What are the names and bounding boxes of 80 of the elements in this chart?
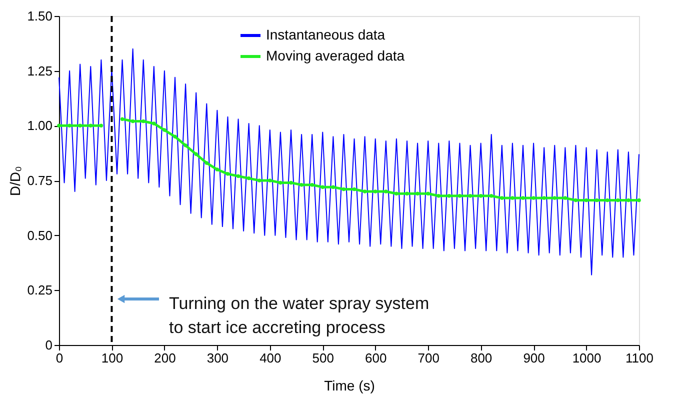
point — [320, 185, 325, 189]
x-tick-label: 300 — [206, 350, 229, 366]
point — [436, 194, 441, 198]
point — [489, 194, 494, 198]
point — [574, 198, 578, 202]
point — [204, 161, 209, 165]
point — [552, 196, 557, 200]
point — [563, 196, 568, 200]
x-tick-label: 1000 — [572, 350, 602, 366]
legend-label: Moving averaged data — [266, 48, 405, 64]
x-axis-title: Time (s) — [324, 378, 375, 394]
x-tick-label: 500 — [312, 350, 334, 366]
point — [310, 183, 314, 187]
point — [362, 190, 367, 194]
point — [331, 185, 336, 189]
point — [99, 124, 104, 128]
point — [68, 124, 72, 128]
point — [373, 190, 378, 194]
point — [141, 119, 146, 124]
point — [637, 198, 641, 202]
point — [57, 124, 61, 128]
y-tick-label: 0.75 — [27, 173, 52, 188]
y-tick-label: 0 — [45, 338, 52, 352]
point — [152, 122, 156, 126]
point — [184, 144, 188, 148]
point — [394, 192, 398, 196]
point — [384, 190, 388, 194]
point — [226, 172, 230, 176]
point — [289, 180, 293, 185]
x-tick-label: 800 — [470, 350, 492, 366]
y-tick-label: 1.00 — [27, 118, 52, 134]
y-axis-title: D/D₀ — [7, 166, 24, 196]
point — [468, 194, 472, 198]
point — [500, 196, 504, 200]
point — [162, 128, 166, 132]
x-tick-label: 900 — [523, 350, 545, 366]
point — [405, 192, 409, 196]
point — [426, 192, 430, 196]
y-tick-label: 0.25 — [27, 282, 52, 298]
line-series — [58, 48, 640, 276]
point — [510, 196, 514, 200]
point — [78, 124, 82, 128]
point — [616, 198, 620, 202]
point — [352, 187, 356, 192]
point — [478, 194, 483, 198]
point — [300, 183, 304, 187]
point — [605, 198, 610, 202]
x-tick-label: 0 — [56, 350, 64, 366]
y-tick-label: 1.50 — [27, 8, 52, 24]
point — [342, 187, 346, 192]
point — [88, 124, 93, 128]
y-tick-label: 1.25 — [27, 63, 52, 78]
point — [194, 152, 198, 156]
point — [594, 198, 599, 202]
point — [130, 119, 135, 124]
point — [584, 198, 588, 202]
point — [215, 168, 220, 172]
x-tick-label: 400 — [260, 350, 282, 366]
annotation: Turning on the water spray system to start ice accreting process — [169, 294, 430, 337]
x-tick-label: 700 — [418, 350, 440, 366]
point — [521, 196, 525, 200]
y-tick-label: 0.50 — [27, 228, 52, 243]
point — [246, 176, 251, 180]
point — [447, 194, 452, 198]
x-tick-label: 1100 — [626, 350, 654, 366]
point — [120, 117, 124, 121]
x-tick-label: 200 — [154, 350, 176, 366]
point — [458, 194, 462, 198]
point — [257, 178, 262, 182]
point — [542, 196, 546, 200]
x-tick-label: 100 — [101, 350, 124, 366]
point — [173, 134, 177, 138]
point — [268, 178, 272, 182]
point — [626, 198, 630, 202]
x-tick-label: 600 — [365, 350, 387, 366]
point — [532, 196, 536, 200]
point — [236, 174, 240, 178]
point — [278, 180, 282, 185]
point — [416, 192, 420, 196]
legend-label: Instantaneous data — [266, 26, 386, 42]
